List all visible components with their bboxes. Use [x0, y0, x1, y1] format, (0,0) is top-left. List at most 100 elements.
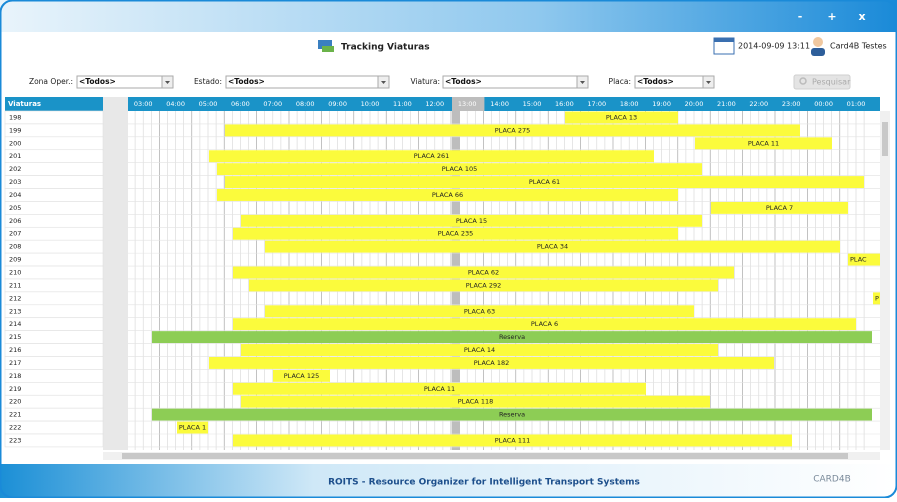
row-id: 223	[9, 436, 21, 444]
page-title: Tracking Viaturas	[341, 43, 430, 53]
booking-label: PLACA 11	[424, 385, 455, 393]
hour-label: 00:00	[814, 100, 833, 108]
filter-value: <Todos>	[445, 77, 482, 86]
booking-bar[interactable]	[711, 201, 848, 214]
booking-bar[interactable]	[265, 240, 840, 253]
select-arrow	[706, 81, 711, 84]
app-icon	[318, 40, 334, 52]
hour-label: 05:00	[199, 100, 218, 108]
booking-bar[interactable]	[233, 227, 678, 240]
hour-label: 03:00	[134, 100, 153, 108]
hour-label: 10:00	[361, 100, 380, 108]
hour-label: 12:00	[425, 100, 444, 108]
booking-bar[interactable]	[873, 292, 890, 305]
booking-label: PLACA 63	[464, 307, 495, 315]
booking-label: PLACA 105	[442, 165, 477, 173]
booking-label: PLACA 34	[537, 243, 568, 251]
booking-bar[interactable]	[241, 395, 710, 408]
footer-bar	[0, 464, 897, 498]
booking-label: PLACA 118	[458, 398, 493, 406]
booking-bar[interactable]	[217, 189, 678, 201]
booking-bar[interactable]	[209, 150, 654, 163]
row-id: 214	[9, 320, 21, 328]
row-id: 201	[9, 152, 21, 160]
booking-label: PLACA 62	[468, 269, 499, 277]
row-id: 202	[9, 165, 21, 173]
booking-bar[interactable]	[265, 305, 694, 318]
booking-bar[interactable]	[273, 369, 330, 382]
booking-label: PLACA 1	[179, 424, 206, 432]
booking-bar[interactable]	[233, 434, 792, 447]
hour-label: 15:00	[523, 100, 542, 108]
hour-label: 13:00	[458, 100, 477, 108]
hour-label: 09:00	[328, 100, 347, 108]
booking-bar[interactable]	[152, 331, 872, 344]
booking-label: P	[875, 294, 879, 302]
window-control[interactable]: +	[827, 10, 836, 23]
booking-bar[interactable]	[225, 124, 800, 137]
booking-label: PLACA 61	[529, 178, 560, 186]
row-id: 208	[9, 243, 21, 251]
booking-bar[interactable]	[177, 421, 208, 434]
hour-label: 14:00	[490, 100, 509, 108]
window-control[interactable]: -	[798, 10, 803, 23]
horizontal-scroll-thumb[interactable]	[122, 453, 848, 459]
filter-value: <Todos>	[637, 77, 674, 86]
filter-label: Estado:	[194, 77, 222, 86]
booking-bar[interactable]	[565, 111, 678, 124]
user-name: Card4B Testes	[830, 42, 887, 51]
hour-label: 08:00	[296, 100, 315, 108]
row-id: 218	[9, 372, 21, 380]
booking-label: PLACA 275	[495, 126, 530, 134]
booking-label: PLACA 15	[456, 217, 487, 225]
footer-logo: CARD4B	[813, 475, 851, 485]
booking-bar[interactable]	[695, 137, 832, 150]
booking-label: PLACA 182	[474, 359, 509, 367]
row-id: 219	[9, 385, 21, 393]
booking-bar[interactable]	[152, 408, 872, 421]
booking-bar[interactable]	[233, 318, 856, 331]
select-arrow	[381, 81, 386, 84]
row-id: 209	[9, 256, 21, 264]
left-gutter	[103, 97, 128, 450]
booking-label: PLACA 292	[466, 281, 501, 289]
column-header-label: Viaturas	[8, 100, 41, 108]
booking-bar[interactable]	[241, 344, 718, 356]
booking-label: PLACA 13	[606, 113, 637, 121]
hour-label: 11:00	[393, 100, 412, 108]
booking-label: PLACA 125	[284, 372, 319, 380]
footer-title: ROITS - Resource Organizer for Intellige…	[328, 478, 640, 488]
row-id: 206	[9, 217, 21, 225]
search-button[interactable]	[793, 74, 851, 90]
hour-label: 18:00	[620, 100, 639, 108]
booking-bar[interactable]	[249, 279, 718, 292]
booking-bar[interactable]	[233, 266, 734, 279]
booking-bar[interactable]	[225, 176, 864, 189]
booking-bar[interactable]	[848, 253, 890, 266]
booking-bar[interactable]	[241, 214, 702, 227]
hour-label: 06:00	[231, 100, 250, 108]
hour-label: 21:00	[717, 100, 736, 108]
booking-label: Reserva	[499, 333, 525, 341]
booking-bar[interactable]	[233, 382, 646, 395]
user-icon	[811, 37, 825, 56]
hour-label: 20:00	[685, 100, 704, 108]
hour-label: 16:00	[555, 100, 574, 108]
booking-label: PLACA 66	[432, 191, 463, 199]
row-id: 215	[9, 333, 21, 341]
vertical-scrollbar	[880, 111, 890, 450]
booking-bar[interactable]	[209, 356, 774, 369]
filter-value: <Todos>	[79, 77, 116, 86]
window-control[interactable]: x	[858, 10, 865, 23]
booking-label: PLACA 14	[464, 346, 495, 354]
hour-label: 01:00	[847, 100, 866, 108]
row-id: 207	[9, 230, 21, 238]
booking-label: PLAC	[850, 256, 867, 264]
filter-value: <Todos>	[228, 77, 265, 86]
booking-bar[interactable]	[217, 163, 702, 176]
search-button-label: Pesquisar	[812, 78, 851, 87]
select-arrow	[165, 81, 170, 84]
vertical-scroll-thumb[interactable]	[882, 122, 888, 156]
row-id: 205	[9, 204, 21, 212]
